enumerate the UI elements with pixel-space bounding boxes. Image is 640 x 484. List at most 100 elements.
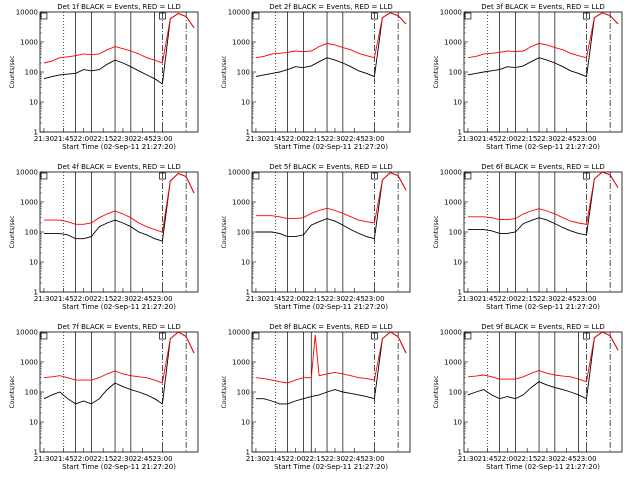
series-line-events [255,12,407,78]
y-tick-label: 1000 [444,199,462,207]
x-tick-label: 22:45 [557,295,577,303]
y-tick-label: 1 [34,129,38,137]
plot-panel-8: Det 8f BLACK = Events, RED = LLD 1 10 100 10… [221,323,411,471]
x-tick-label: 22:00 [497,135,517,143]
x-axis-label: Start Time (02-Sep-11 21:27:20) [62,463,176,471]
x-tick-label: 22:15 [93,295,113,303]
x-tick-label: 21:30 [34,455,54,463]
x-tick-label: 22:30 [113,295,133,303]
x-tick-label: 21:45 [478,455,498,463]
x-axis-label: Start Time (02-Sep-11 21:27:20) [274,143,388,151]
y-tick-label: 10 [29,259,38,267]
x-tick-label: 22:30 [537,295,557,303]
y-tick-label: 10000 [16,329,38,337]
x-tick-label: 22:30 [113,455,133,463]
plot-title: Det 3f BLACK = Events, RED = LLD [481,3,604,11]
plot-panel-7: Det 7f BLACK = Events, RED = LLD 1 10 100 10… [9,323,199,471]
top-marker [252,12,260,20]
y-tick-label: 10 [241,259,250,267]
top-marker [40,332,48,340]
series-line-lld [43,12,195,64]
x-axis-label: Start Time (02-Sep-11 21:27:20) [274,463,388,471]
y-tick-label: 1000 [20,39,38,47]
y-tick-label: 10 [453,99,462,107]
x-tick-label: 21:45 [478,135,498,143]
series-line-lld [255,331,407,384]
series-line-events [44,172,195,242]
x-tick-label: 22:15 [517,455,537,463]
y-axis-label: Counts/sec [433,55,440,88]
x-tick-label: 23:00 [364,135,384,143]
y-tick-label: 100 [25,389,38,397]
x-tick-label: 22:45 [345,295,365,303]
x-tick-label: 23:00 [152,135,172,143]
x-tick-label: 22:00 [73,295,93,303]
y-tick-label: 100 [237,389,250,397]
x-tick-label: 22:15 [517,135,537,143]
x-tick-label: 22:30 [325,455,345,463]
y-axis-label: Counts/sec [9,55,16,88]
y-tick-label: 10000 [228,169,250,177]
y-tick-label: 10000 [440,329,462,337]
y-tick-label: 100 [449,229,462,237]
x-tick-label: 22:30 [537,135,557,143]
top-marker [252,332,260,340]
y-tick-label: 1 [246,289,250,297]
plot-panel-5: Det 5f BLACK = Events, RED = LLD 1 10 100 10… [221,163,411,311]
series-line-events [467,12,619,78]
x-tick-label: 22:45 [133,455,153,463]
x-tick-label: 21:30 [246,455,266,463]
x-tick-label: 22:30 [113,135,133,143]
x-tick-label: 21:45 [54,295,74,303]
x-tick-label: 22:00 [285,135,305,143]
x-tick-label: 21:45 [266,295,286,303]
x-tick-label: 21:30 [246,135,266,143]
x-tick-label: 22:00 [285,455,305,463]
top-marker [159,172,166,180]
x-tick-label: 23:00 [364,295,384,303]
x-axis-label: Start Time (02-Sep-11 21:27:20) [62,303,176,311]
plot-title: Det 6f BLACK = Events, RED = LLD [481,163,604,171]
series-line-events [467,331,619,400]
top-marker [252,172,260,180]
y-tick-label: 100 [449,69,462,77]
x-tick-label: 21:45 [478,295,498,303]
series-line-lld [255,172,407,224]
y-tick-label: 1 [34,449,38,457]
y-tick-label: 10000 [228,9,250,17]
x-tick-label: 23:00 [576,295,596,303]
plot-panel-2: Det 2f BLACK = Events, RED = LLD 1 10 100 10… [221,3,411,151]
x-tick-label: 22:00 [73,135,93,143]
y-tick-label: 10000 [440,9,462,17]
x-tick-label: 22:15 [305,295,325,303]
x-tick-label: 21:45 [266,455,286,463]
x-tick-label: 22:15 [93,135,113,143]
top-marker [159,332,166,340]
x-tick-label: 21:30 [34,295,54,303]
x-tick-label: 22:00 [285,295,305,303]
y-axis-label: Counts/sec [9,215,16,248]
y-tick-label: 1 [246,449,250,457]
y-tick-label: 1000 [444,39,462,47]
y-tick-label: 10000 [16,169,38,177]
plot-title: Det 5f BLACK = Events, RED = LLD [269,163,392,171]
y-tick-label: 10 [29,419,38,427]
series-line-events [255,172,407,240]
y-tick-label: 1000 [20,359,38,367]
plot-title: Det 1f BLACK = Events, RED = LLD [57,3,180,11]
y-tick-label: 1 [246,129,250,137]
top-marker [159,12,166,20]
x-tick-label: 23:00 [576,135,596,143]
y-axis-label: Counts/sec [221,55,228,88]
x-tick-label: 22:45 [133,295,153,303]
y-tick-label: 10 [29,99,38,107]
top-marker [464,172,472,180]
x-axis-label: Start Time (02-Sep-11 21:27:20) [486,303,600,311]
x-tick-label: 23:00 [152,295,172,303]
x-tick-label: 21:45 [266,135,286,143]
top-marker [583,332,590,340]
series-line-lld [255,12,407,59]
top-marker [371,172,378,180]
series-line-events [43,331,195,405]
y-tick-label: 100 [25,69,38,77]
